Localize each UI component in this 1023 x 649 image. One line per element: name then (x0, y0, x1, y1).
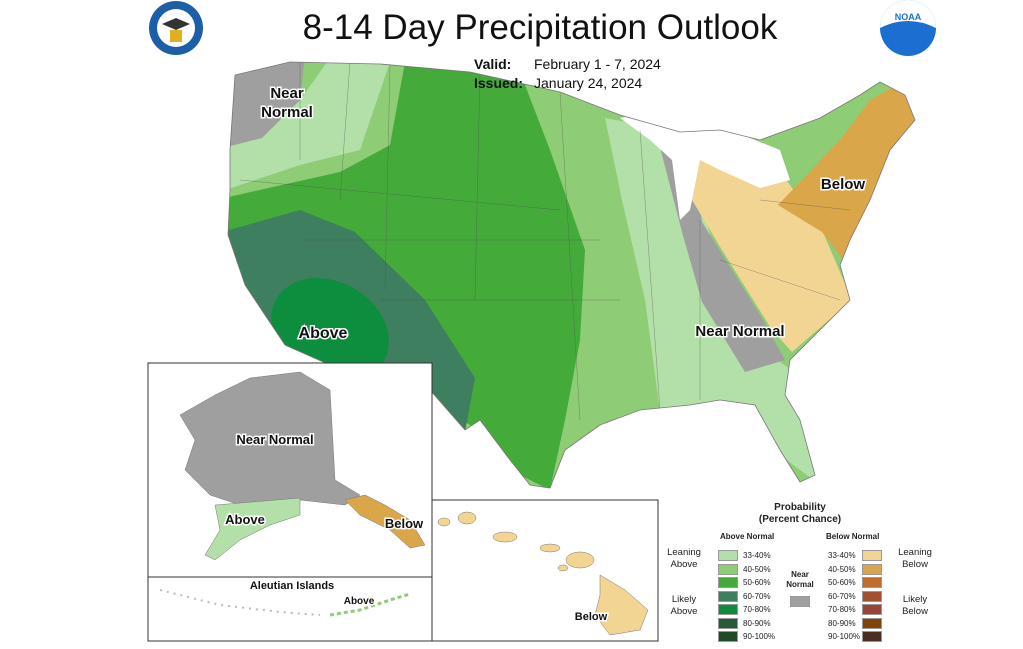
legend-range-above-6: 90-100% (743, 632, 776, 641)
legend-range-below-6: 90-100% (828, 632, 861, 641)
legend-swatch-below-4 (862, 604, 882, 615)
legend-title-line2: (Percent Chance) (758, 514, 842, 525)
legend-range-below-2: 50-60% (828, 578, 856, 587)
state-borders (239, 62, 851, 421)
region-below-40-50 (778, 80, 915, 262)
legend-range-above-3: 60-70% (743, 591, 771, 601)
legend-range-above-2: 50-60% (743, 578, 771, 587)
commerce-seal-logo (149, 1, 203, 55)
label-alaska-panhandle: Below (385, 516, 424, 531)
legend-range-above-0: 33-40% (743, 551, 771, 560)
label-alaska-main: Near Normal (236, 432, 313, 447)
alaska-above (204, 497, 301, 561)
legend-near-normal-label: Near Normal (786, 570, 814, 589)
legend-range-below-3: 60-70% (828, 591, 856, 601)
label-aleutian-title: Aleutian Islands (250, 580, 334, 592)
legend-likely-below: Likely Below (902, 594, 928, 617)
issued-label: Issued: (474, 75, 524, 91)
label-alaska-south: Above (225, 512, 265, 527)
legend-swatch-above-0 (718, 550, 738, 561)
legend-swatch-above-5 (718, 617, 738, 629)
legend-title-line1: Probability (774, 502, 826, 513)
legend-near-normal-swatch (790, 596, 810, 607)
legend-range-below-4: 70-80% (828, 605, 856, 614)
legend-below-header: Below Normal (826, 532, 880, 541)
aleutian-islands (329, 592, 411, 617)
alaska-near-normal (179, 371, 361, 506)
legend-swatch-below-2 (862, 577, 882, 588)
legend-swatch-above-6 (718, 631, 738, 642)
label-conus-nw-l1: Near (270, 85, 304, 102)
region-above-33-40-nw (228, 62, 390, 190)
valid-label: Valid: (474, 56, 512, 72)
conus-map (228, 62, 915, 488)
legend-range-below-1: 40-50% (828, 564, 856, 574)
issued-line: Issued: January 24, 2024 (474, 75, 642, 91)
legend: Probability (Percent Chance) Above Normal… (660, 502, 1023, 647)
label-conus-ne: Below (821, 176, 866, 193)
legend-leaning-above: Leaning Above (667, 547, 701, 570)
region-near-normal-nw (228, 62, 305, 150)
legend-swatch-below-5 (862, 617, 882, 629)
issued-value: January 24, 2024 (534, 75, 643, 91)
alaska-below (344, 494, 426, 549)
legend-above-header: Above Normal (720, 532, 775, 541)
valid-value: February 1 - 7, 2024 (534, 56, 661, 72)
page-title: 8-14 Day Precipitation Outlook (302, 8, 778, 47)
label-hawaii: Below (575, 611, 608, 623)
legend-leaning-below: Leaning Below (898, 547, 932, 570)
label-conus-se: Near Normal (695, 323, 784, 340)
label-conus-sw: Above (299, 325, 348, 342)
legend-swatch-above-3 (718, 590, 738, 602)
aleutian-islands-west (159, 589, 321, 616)
legend-swatch-above-1 (718, 563, 738, 575)
legend-swatch-below-0 (862, 550, 882, 561)
great-lakes (620, 108, 790, 220)
valid-line: Valid: February 1 - 7, 2024 (474, 56, 661, 72)
legend-swatch-below-6 (862, 631, 882, 642)
label-conus-nw: Normal (261, 104, 313, 121)
legend-swatch-below-1 (862, 563, 882, 575)
region-below-33-40 (680, 148, 852, 352)
legend-swatch-below-3 (862, 590, 882, 602)
legend-range-above-4: 70-80% (743, 605, 771, 614)
legend-range-below-5: 80-90% (828, 618, 856, 628)
noaa-logo: NOAA (880, 0, 936, 56)
legend-title: Probability (Percent Chance) (660, 502, 940, 526)
label-aleutian: Above (344, 596, 375, 607)
legend-range-above-1: 40-50% (743, 564, 771, 574)
legend-likely-above: Likely Above (670, 594, 698, 617)
noaa-logo-text: NOAA (895, 12, 922, 22)
legend-range-above-5: 80-90% (743, 618, 771, 628)
hawaii-islands (437, 511, 649, 636)
legend-range-below-0: 33-40% (828, 551, 856, 560)
legend-swatch-above-2 (718, 577, 738, 588)
legend-swatch-above-4 (718, 604, 738, 615)
